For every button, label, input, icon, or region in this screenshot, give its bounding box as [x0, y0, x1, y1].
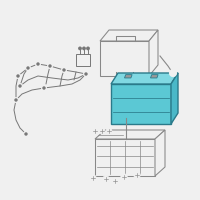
- Circle shape: [92, 128, 98, 134]
- Polygon shape: [151, 75, 158, 78]
- Polygon shape: [95, 139, 155, 176]
- Circle shape: [83, 71, 89, 77]
- Circle shape: [112, 178, 118, 184]
- Circle shape: [85, 73, 87, 75]
- Circle shape: [87, 47, 89, 50]
- Polygon shape: [100, 41, 149, 76]
- Circle shape: [19, 85, 21, 87]
- Circle shape: [49, 65, 51, 67]
- Circle shape: [25, 133, 27, 135]
- Circle shape: [41, 85, 47, 91]
- Circle shape: [13, 97, 19, 103]
- Circle shape: [17, 83, 23, 89]
- Circle shape: [61, 67, 67, 73]
- Circle shape: [99, 128, 105, 134]
- Circle shape: [25, 65, 31, 71]
- Circle shape: [121, 174, 127, 180]
- Circle shape: [169, 69, 177, 77]
- Polygon shape: [111, 73, 178, 84]
- Circle shape: [106, 128, 112, 134]
- Circle shape: [47, 63, 53, 69]
- Circle shape: [37, 63, 39, 65]
- Circle shape: [15, 99, 17, 101]
- Circle shape: [134, 172, 140, 178]
- Circle shape: [43, 87, 45, 89]
- Polygon shape: [124, 75, 132, 78]
- Circle shape: [17, 75, 19, 77]
- Circle shape: [83, 47, 85, 50]
- Polygon shape: [100, 30, 158, 41]
- Circle shape: [27, 67, 29, 69]
- Circle shape: [23, 131, 29, 137]
- Circle shape: [103, 176, 109, 182]
- Polygon shape: [95, 130, 165, 139]
- Circle shape: [90, 175, 96, 181]
- Polygon shape: [76, 54, 90, 66]
- Circle shape: [15, 73, 21, 79]
- Circle shape: [35, 61, 41, 67]
- Circle shape: [63, 69, 65, 71]
- Circle shape: [79, 47, 81, 50]
- Polygon shape: [111, 84, 171, 124]
- Polygon shape: [149, 30, 158, 76]
- Polygon shape: [155, 130, 165, 176]
- Polygon shape: [171, 73, 178, 124]
